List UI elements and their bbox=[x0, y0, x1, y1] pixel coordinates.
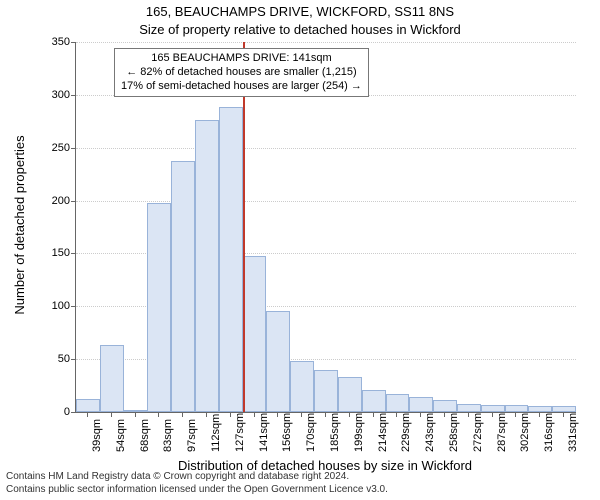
y-tick-label: 100 bbox=[40, 300, 70, 312]
x-tick-label: 302sqm bbox=[519, 413, 531, 452]
chart-subtitle: Size of property relative to detached ho… bbox=[0, 22, 600, 37]
x-tick-label: 39sqm bbox=[91, 419, 103, 452]
y-tick-label: 0 bbox=[40, 406, 70, 418]
y-tick-mark bbox=[71, 306, 76, 307]
annot-line3: 17% of semi-detached houses are larger (… bbox=[121, 80, 362, 94]
histogram-chart: 165, BEAUCHAMPS DRIVE, WICKFORD, SS11 8N… bbox=[0, 0, 600, 500]
histogram-bar bbox=[505, 405, 529, 412]
x-tick-label: 243sqm bbox=[424, 413, 436, 452]
histogram-bar bbox=[457, 404, 481, 412]
histogram-bar bbox=[219, 107, 243, 413]
x-tick-label: 83sqm bbox=[162, 419, 174, 452]
property-marker-line bbox=[243, 42, 245, 412]
x-tick-label: 214sqm bbox=[377, 413, 389, 452]
grid-line bbox=[76, 148, 576, 149]
plot-area: 050100150200250300350165 BEAUCHAMPS DRIV… bbox=[75, 42, 576, 413]
y-tick-label: 50 bbox=[40, 353, 70, 365]
footer-line1: Contains HM Land Registry data © Crown c… bbox=[6, 470, 388, 483]
y-axis-label: Number of detached properties bbox=[12, 46, 27, 225]
x-tick-label: 141sqm bbox=[258, 413, 270, 452]
histogram-bar bbox=[290, 361, 314, 412]
x-tick-label: 272sqm bbox=[472, 413, 484, 452]
annotation-box: 165 BEAUCHAMPS DRIVE: 141sqm← 82% of det… bbox=[114, 48, 369, 97]
y-tick-mark bbox=[71, 359, 76, 360]
y-tick-label: 350 bbox=[40, 36, 70, 48]
histogram-bar bbox=[171, 161, 195, 412]
histogram-bar bbox=[195, 120, 219, 412]
x-tick-label: 258sqm bbox=[448, 413, 460, 452]
histogram-bar bbox=[100, 345, 124, 412]
annot-line2: ← 82% of detached houses are smaller (1,… bbox=[121, 66, 362, 80]
histogram-bar bbox=[338, 377, 362, 412]
footer-line2: Contains public sector information licen… bbox=[6, 483, 388, 496]
x-tick-label: 156sqm bbox=[281, 413, 293, 452]
histogram-bar bbox=[266, 311, 290, 412]
y-tick-label: 200 bbox=[40, 195, 70, 207]
histogram-bar bbox=[433, 400, 457, 412]
grid-line bbox=[76, 201, 576, 202]
x-tick-label: 127sqm bbox=[234, 413, 246, 452]
histogram-bar bbox=[147, 203, 171, 412]
histogram-bar bbox=[243, 256, 267, 412]
x-tick-label: 316sqm bbox=[543, 413, 555, 452]
x-tick-label: 287sqm bbox=[496, 413, 508, 452]
x-tick-label: 331sqm bbox=[567, 413, 579, 452]
x-tick-label: 112sqm bbox=[210, 414, 222, 452]
x-tick-labels: 39sqm 54sqm 68sqm 83sqm 97sqm 112sqm 127sqm 141… bbox=[75, 412, 575, 462]
histogram-bar bbox=[409, 397, 433, 412]
histogram-bar bbox=[314, 370, 338, 412]
y-tick-mark bbox=[71, 95, 76, 96]
y-tick-mark bbox=[71, 42, 76, 43]
y-tick-mark bbox=[71, 148, 76, 149]
histogram-bar bbox=[481, 405, 505, 412]
y-tick-mark bbox=[71, 201, 76, 202]
annot-line1: 165 BEAUCHAMPS DRIVE: 141sqm bbox=[121, 52, 362, 66]
x-tick-label: 170sqm bbox=[305, 413, 317, 452]
histogram-bar bbox=[386, 394, 410, 412]
histogram-bar bbox=[362, 390, 386, 412]
histogram-bar bbox=[76, 399, 100, 412]
footer-attribution: Contains HM Land Registry data © Crown c… bbox=[6, 470, 388, 496]
x-tick-label: 199sqm bbox=[353, 413, 365, 452]
chart-title: 165, BEAUCHAMPS DRIVE, WICKFORD, SS11 8N… bbox=[0, 4, 600, 19]
x-tick-label: 54sqm bbox=[115, 419, 127, 452]
x-tick-label: 229sqm bbox=[400, 413, 412, 452]
y-tick-label: 300 bbox=[40, 89, 70, 101]
y-tick-mark bbox=[71, 253, 76, 254]
grid-line bbox=[76, 42, 576, 43]
y-tick-label: 150 bbox=[40, 247, 70, 259]
x-tick-label: 185sqm bbox=[329, 413, 341, 452]
x-tick-label: 97sqm bbox=[186, 419, 198, 452]
x-tick-label: 68sqm bbox=[139, 419, 151, 452]
y-tick-label: 250 bbox=[40, 142, 70, 154]
